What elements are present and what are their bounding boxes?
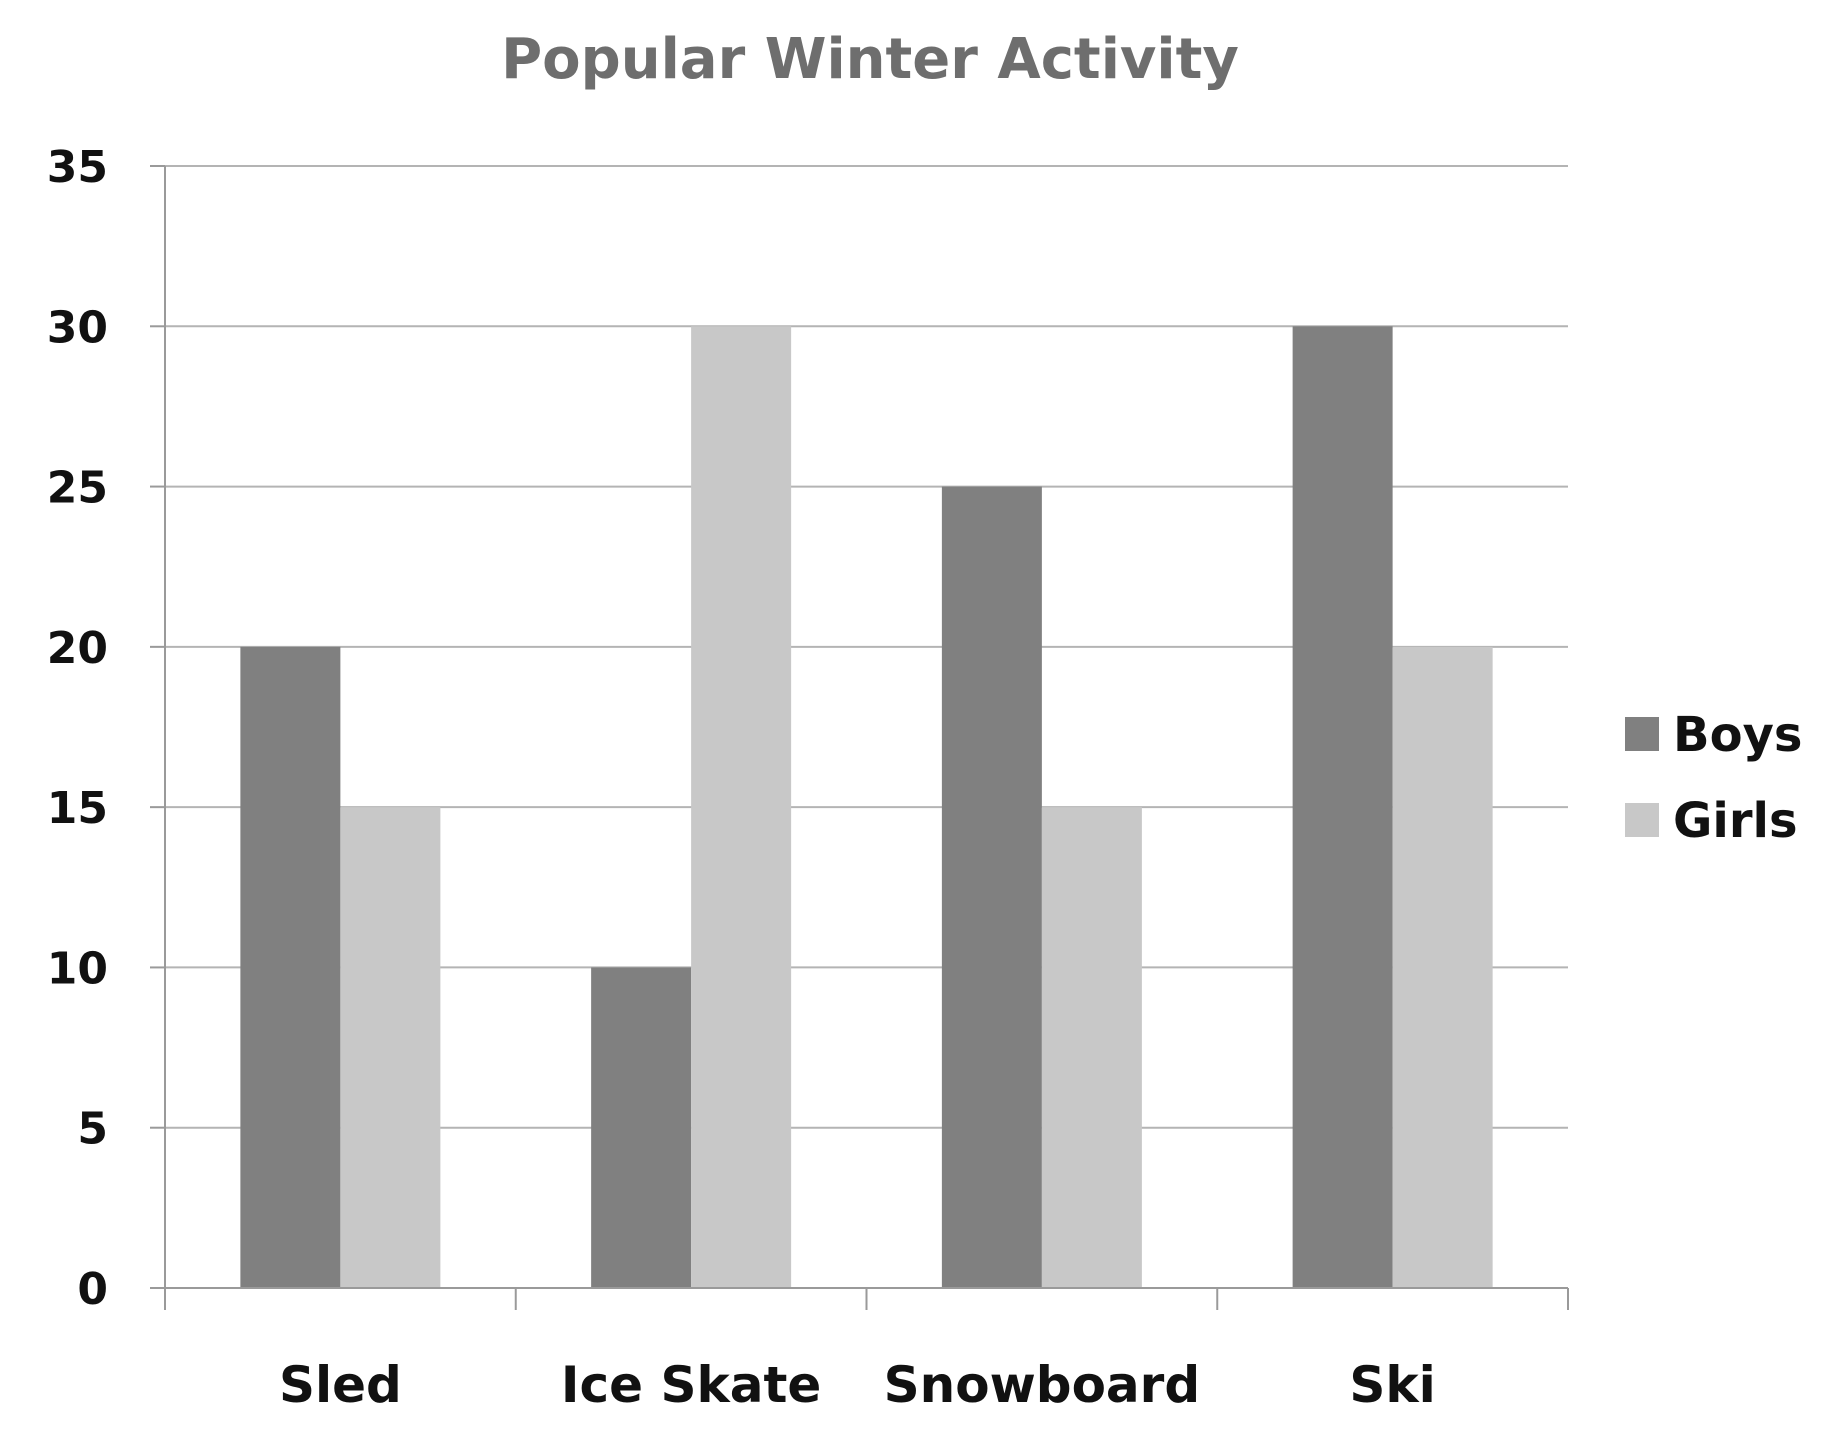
bar-boys-ski	[1292, 326, 1393, 1288]
y-tick-label: 35	[47, 142, 108, 193]
bars	[240, 326, 1493, 1289]
y-tick-label: 20	[47, 623, 108, 674]
bar-girls-sled	[340, 807, 441, 1288]
bar-boys-snowboard	[941, 486, 1042, 1289]
y-tick-label: 15	[47, 783, 108, 834]
bar-girls-snowboard	[1041, 807, 1142, 1288]
y-tick-label: 5	[77, 1104, 108, 1155]
legend: Boys Girls	[1625, 707, 1802, 849]
axes	[150, 165, 1569, 1310]
y-axis-tick-labels: 0 5 10 15 20 25 30 35	[47, 142, 108, 1315]
x-category-label: Ski	[1349, 1356, 1435, 1414]
legend-label-boys: Boys	[1673, 707, 1802, 763]
bar-boys-ice-skate	[591, 967, 692, 1288]
bar-boys-sled	[240, 646, 341, 1288]
x-axis-category-labels: Sled Ice Skate Snowboard Ski	[279, 1356, 1436, 1414]
y-tick-label: 10	[47, 943, 108, 994]
y-tick-label: 25	[47, 463, 108, 514]
y-tick-label: 0	[77, 1264, 108, 1315]
x-category-label: Snowboard	[884, 1356, 1200, 1414]
x-category-label: Ice Skate	[561, 1356, 821, 1414]
y-tick-label: 30	[47, 302, 108, 353]
bar-girls-ski	[1392, 646, 1493, 1288]
chart-title: Popular Winter Activity	[501, 27, 1239, 92]
legend-swatch-girls	[1625, 803, 1659, 837]
legend-label-girls: Girls	[1673, 793, 1798, 849]
legend-swatch-boys	[1625, 717, 1659, 751]
bar-girls-ice-skate	[691, 326, 792, 1288]
x-category-label: Sled	[279, 1356, 402, 1414]
